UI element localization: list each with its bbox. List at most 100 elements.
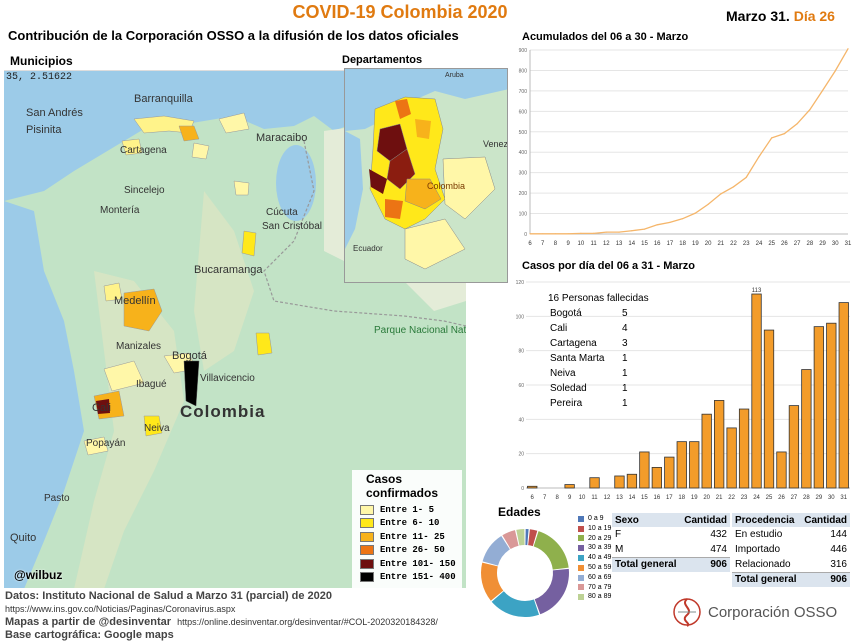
deaths-row: Soledad 1: [550, 382, 632, 395]
bar: [776, 451, 787, 489]
deaths-count: 1: [622, 398, 628, 409]
sex-table-header-value: Cantidad: [680, 513, 730, 527]
data-point: [643, 228, 646, 230]
legend-label: Entre 6- 10: [380, 518, 440, 528]
data-point: [593, 232, 595, 234]
ages-legend-label: 0 a 9: [588, 515, 604, 522]
ages-legend-item: 70 a 79: [578, 583, 611, 593]
x-tick-label: 24: [753, 495, 760, 501]
footer-url1[interactable]: https://www.ins.gov.co/Noticias/Paginas/…: [5, 604, 236, 614]
cumulative-chart: 0 100 200 300 400 500 600 700 800 900 6 7 8 9 10 11 12 13…: [519, 48, 852, 247]
data-point: [771, 137, 773, 139]
sex-table: Sexo Cantidad F 432 M 474 Total general …: [612, 513, 730, 572]
deaths-city: Cali: [550, 323, 568, 334]
deaths-row: Cali 4: [550, 322, 632, 335]
legend-label: Entre 11- 25: [380, 531, 445, 542]
x-tick-label: 10: [578, 241, 585, 247]
legend-swatch: [360, 518, 374, 528]
ages-legend-item: 60 a 69: [578, 573, 611, 583]
deaths-count: 1: [622, 368, 628, 379]
map-label-parque: Parque Nacional Natural El Tuparro: [374, 325, 466, 336]
bar: [714, 400, 725, 489]
data-point: [529, 233, 531, 235]
bar: [664, 456, 675, 489]
map-label-quito: Quito: [10, 532, 36, 544]
x-tick-label: 23: [741, 495, 748, 501]
x-tick-label: 7: [543, 495, 547, 501]
donut-slice: [491, 591, 540, 617]
data-point: [847, 48, 849, 50]
ages-legend-swatch: [578, 584, 584, 591]
x-tick-label: 27: [791, 495, 798, 501]
x-tick-label: 9: [566, 241, 570, 247]
page-title: COVID-19 Colombia 2020: [292, 2, 508, 22]
table-row: En estudio 144: [732, 527, 850, 542]
map-label-cartagena: Cartagena: [120, 145, 167, 156]
x-tick-label: 6: [531, 495, 535, 501]
dep-map-label-venezuela: Venez: [483, 139, 508, 149]
x-tick-label: 8: [555, 495, 559, 501]
origin-table-header-value: Cantidad: [800, 513, 850, 527]
ages-legend-item: 0 a 9: [578, 514, 611, 524]
map-label-colombia: Colombia: [180, 402, 265, 421]
x-tick-label: 24: [756, 241, 763, 247]
sex-value: 474: [710, 543, 727, 555]
deaths-count: 3: [622, 338, 628, 349]
legend-swatch: [360, 531, 374, 542]
data-point: [669, 221, 671, 223]
map-label-san-andres: San Andrés: [26, 107, 83, 119]
legend-swatch: [360, 504, 374, 515]
y-tick-label: 120: [516, 280, 525, 286]
origin-total-label: Total general: [732, 571, 801, 587]
map-label-pasto: Pasto: [44, 493, 70, 504]
x-tick-label: 23: [743, 241, 750, 247]
table-row: Relacionado 316: [732, 557, 850, 572]
deaths-title: 16 Personas fallecidas: [548, 293, 649, 304]
legend-label: Entre 26- 50: [380, 545, 445, 555]
bar: [801, 369, 812, 489]
x-tick-label: 11: [591, 495, 598, 501]
ages-legend-swatch: [578, 545, 584, 552]
y-tick-label: 400: [519, 150, 528, 156]
ages-legend-swatch: [578, 555, 584, 562]
legend-item: Entre 151- 400: [360, 572, 456, 583]
dep-map-label-ecuador: Ecuador: [353, 244, 383, 253]
footer-credits: Datos: Instituto Nacional de Salud a Mar…: [5, 590, 475, 642]
bar: [813, 326, 824, 489]
bar: [763, 329, 775, 489]
legend-item: Entre 6- 10: [360, 518, 439, 529]
ages-legend-label: 50 a 59: [588, 563, 612, 571]
map-label-medellin: Medellín: [114, 295, 156, 307]
departamentos-map[interactable]: Colombia Venez Ecuador Aruba: [344, 68, 508, 283]
legend-item: Entre 1- 5: [360, 504, 434, 515]
daily-chart-title: Casos por día del 06 a 31 - Marzo: [522, 260, 696, 272]
x-tick-label: 18: [678, 495, 685, 501]
donut-slice: [525, 529, 529, 546]
x-tick-label: 30: [832, 241, 839, 247]
ages-legend: 0 a 9 10 a 19 20 a 29 30 a 39 40 a 49 50 a 59…: [578, 514, 611, 602]
data-point: [707, 203, 709, 205]
legend-label: Entre 101- 150: [380, 558, 456, 569]
x-tick-label: 7: [541, 241, 545, 247]
bar: [689, 441, 700, 489]
ages-legend-swatch: [578, 564, 584, 571]
sex-total-label: Total general: [612, 556, 681, 572]
ages-legend-item: 30 a 39: [578, 543, 611, 553]
deaths-city: Soledad: [550, 383, 587, 394]
map-label-ibague: Ibagué: [136, 379, 167, 390]
legend-title: Casos confirmados: [366, 472, 439, 500]
y-tick-label: 200: [519, 191, 528, 197]
x-tick-label: 19: [691, 495, 698, 501]
osso-emblem-icon: [673, 598, 701, 627]
table-row: M 474: [612, 542, 730, 557]
map-label-barranquilla: Barranquilla: [134, 93, 194, 105]
bar: [564, 484, 575, 489]
data-point: [682, 218, 684, 220]
footer-url2[interactable]: https://online.desinventar.org/desinvent…: [177, 617, 438, 627]
y-tick-label: 100: [516, 314, 525, 320]
sex-table-header-label: Sexo: [612, 513, 681, 527]
x-tick-label: 28: [803, 495, 810, 501]
ages-legend-label: 30 a 39: [588, 544, 612, 552]
y-tick-label: 700: [519, 89, 528, 95]
